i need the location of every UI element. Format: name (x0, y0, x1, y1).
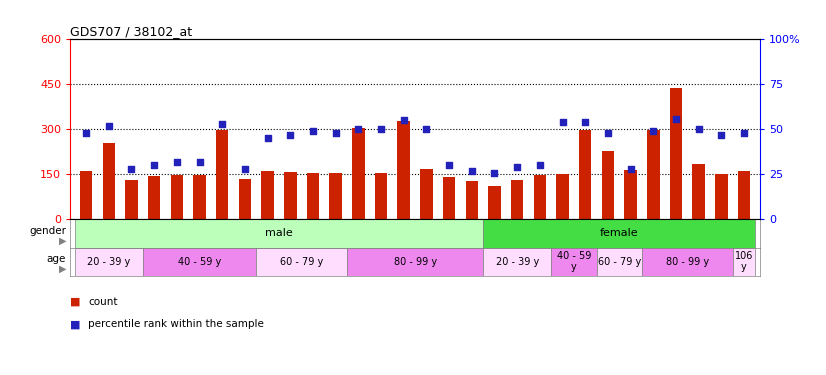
Bar (579, 130, 591, 219)
Text: ■: ■ (70, 320, 81, 329)
Bar (670, 88, 682, 219)
Bar (551, 248, 596, 276)
Bar (715, 174, 728, 219)
Text: male: male (265, 228, 292, 238)
Bar (193, 175, 206, 219)
Bar (642, 248, 733, 276)
Bar (488, 186, 501, 219)
Point (374, 126, 387, 132)
Text: 40 - 59
y: 40 - 59 y (557, 251, 591, 272)
Text: age: age (47, 254, 66, 264)
Bar (284, 172, 297, 219)
Text: ■: ■ (70, 297, 81, 307)
Bar (347, 248, 483, 276)
Text: GDS707 / 38102_at: GDS707 / 38102_at (70, 25, 192, 38)
Text: 106
y: 106 y (735, 251, 753, 272)
Point (283, 132, 297, 138)
Point (510, 164, 524, 170)
Point (556, 119, 569, 125)
Point (329, 130, 342, 136)
Bar (239, 180, 251, 219)
Bar (738, 171, 750, 219)
Text: 20 - 39 y: 20 - 39 y (88, 256, 131, 267)
Bar (420, 169, 433, 219)
Bar (466, 181, 478, 219)
Point (669, 116, 682, 122)
Bar (483, 248, 551, 276)
Bar (596, 248, 642, 276)
Point (465, 168, 478, 174)
Point (102, 123, 116, 129)
Point (488, 170, 501, 176)
Text: 20 - 39 y: 20 - 39 y (496, 256, 539, 267)
Bar (692, 164, 705, 219)
Text: 60 - 79 y: 60 - 79 y (280, 256, 323, 267)
Point (601, 130, 615, 136)
Point (238, 166, 251, 172)
Bar (397, 121, 410, 219)
Text: female: female (600, 228, 638, 238)
Bar (556, 174, 569, 219)
Bar (511, 180, 524, 219)
Bar (352, 128, 364, 219)
Bar (261, 171, 274, 219)
Point (714, 132, 728, 138)
Point (624, 166, 637, 172)
Point (125, 166, 138, 172)
Point (170, 159, 183, 165)
Text: gender: gender (29, 226, 66, 236)
Bar (171, 175, 183, 219)
Text: 40 - 59 y: 40 - 59 y (178, 256, 221, 267)
Bar (143, 248, 256, 276)
Point (647, 128, 660, 134)
Bar (80, 171, 93, 219)
Text: ▶: ▶ (59, 264, 66, 274)
Point (534, 162, 547, 168)
Point (692, 126, 705, 132)
Bar (306, 173, 319, 219)
Point (397, 117, 411, 123)
Bar (647, 130, 659, 219)
Point (79, 130, 93, 136)
Bar (126, 180, 138, 219)
Bar (330, 173, 342, 219)
Point (261, 135, 274, 141)
Bar (601, 151, 615, 219)
Point (216, 121, 229, 127)
Bar (148, 177, 160, 219)
Bar (102, 143, 115, 219)
Bar (624, 171, 637, 219)
Point (193, 159, 206, 165)
Bar (733, 248, 756, 276)
Text: count: count (88, 297, 118, 307)
Point (148, 162, 161, 168)
Bar (74, 248, 143, 276)
Text: percentile rank within the sample: percentile rank within the sample (88, 320, 264, 329)
Bar (483, 219, 756, 248)
Text: 80 - 99 y: 80 - 99 y (393, 256, 437, 267)
Point (443, 162, 456, 168)
Text: 60 - 79 y: 60 - 79 y (598, 256, 641, 267)
Bar (74, 219, 483, 248)
Text: 80 - 99 y: 80 - 99 y (666, 256, 709, 267)
Point (352, 126, 365, 132)
Bar (216, 130, 229, 219)
Point (420, 126, 433, 132)
Point (306, 128, 320, 134)
Point (738, 130, 751, 136)
Text: ▶: ▶ (59, 236, 66, 246)
Bar (256, 248, 347, 276)
Bar (443, 177, 455, 219)
Bar (375, 173, 387, 219)
Point (579, 119, 592, 125)
Bar (534, 175, 546, 219)
